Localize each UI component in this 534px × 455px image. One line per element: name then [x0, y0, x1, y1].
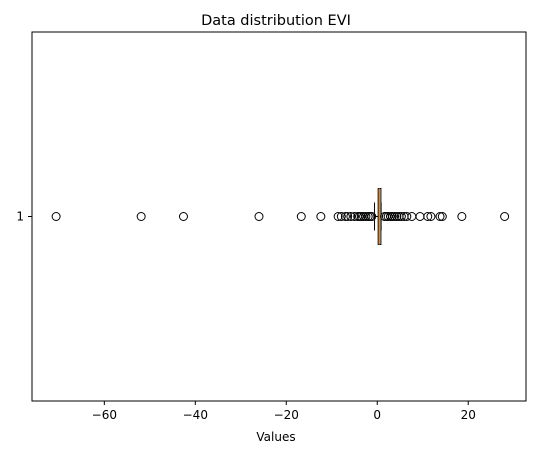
outlier-point — [415, 212, 425, 221]
outlier-point — [423, 212, 433, 221]
outlier-point — [136, 212, 146, 221]
outlier-point — [392, 212, 402, 221]
outlier-point — [178, 212, 188, 221]
outlier-point — [407, 212, 417, 221]
chart-title: Data distribution EVI — [201, 13, 351, 29]
outlier-point — [361, 212, 371, 221]
outlier-point — [356, 212, 366, 221]
outlier-point — [387, 212, 397, 221]
outlier-point — [343, 212, 353, 221]
outlier-point — [296, 212, 306, 221]
x-tick-label: −20 — [274, 408, 299, 422]
outlier-point — [390, 212, 400, 221]
outlier-point — [383, 212, 393, 221]
outlier-point — [457, 212, 467, 221]
outlier-point — [333, 212, 343, 221]
outlier-point — [316, 212, 326, 221]
x-tick-label: −60 — [92, 408, 117, 422]
outlier-point — [346, 212, 356, 221]
x-axis-label: Values — [256, 430, 295, 444]
outlier-point — [437, 212, 447, 221]
outlier-point — [367, 212, 377, 221]
outlier-point — [340, 212, 350, 221]
x-tick-label: 0 — [373, 408, 381, 422]
x-tick-label: 20 — [461, 408, 476, 422]
axes-frame — [31, 31, 527, 402]
outlier-point — [254, 212, 264, 221]
outlier-point — [396, 212, 406, 221]
outlier-point — [500, 212, 510, 221]
outlier-point — [402, 212, 412, 221]
plot-area: −60 −40 −20 0 20 1 — [16, 188, 510, 422]
outlier-point — [51, 212, 61, 221]
outlier-point — [336, 212, 346, 221]
outlier-point — [435, 212, 445, 221]
outlier-point — [350, 212, 360, 221]
y-tick-label: 1 — [16, 210, 24, 224]
outlier-point — [426, 212, 436, 221]
x-tick-label: −40 — [183, 408, 208, 422]
